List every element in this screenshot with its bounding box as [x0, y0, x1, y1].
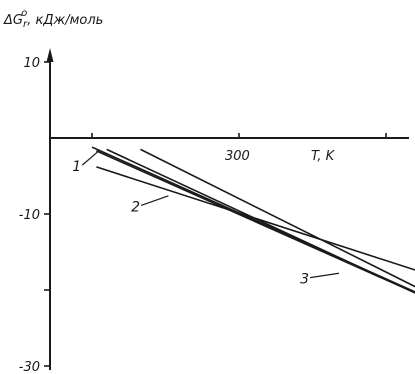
- y-axis-title: ΔGro, кДж/моль: [3, 8, 103, 30]
- y-axis-title-main: ΔG: [3, 13, 23, 28]
- y-axis-title-units: , кДж/моль: [27, 13, 103, 28]
- axes: [46, 48, 409, 370]
- series-line-1: [96, 150, 415, 294]
- y-tick-label: -30: [19, 360, 40, 374]
- x-tick-label: 300: [225, 149, 250, 164]
- y-axis-title-sup: o: [21, 8, 27, 19]
- series-label-leader-2: [140, 195, 169, 206]
- y-tick-label: -10: [19, 208, 40, 223]
- series-label-1: 1: [72, 159, 81, 175]
- series-line-2: [106, 148, 415, 294]
- series-lines: [91, 146, 415, 294]
- series-line-3: [91, 146, 415, 293]
- series-label-2: 2: [131, 199, 140, 215]
- x-axis-title: T, K: [311, 149, 336, 164]
- y-tick-label: 10: [23, 56, 40, 71]
- series-line-4: [140, 148, 415, 288]
- series-labels: 12345: [72, 151, 340, 288]
- y-axis-ticks: 10 -10 -30: [19, 56, 50, 374]
- series-label-leader-3: [310, 272, 340, 279]
- series-label-3: 3: [300, 272, 309, 288]
- series-label-leader-1: [81, 151, 99, 166]
- x-axis-ticks: 300500: [91, 133, 387, 164]
- y-axis-title-sub: r: [23, 19, 28, 30]
- y-axis-arrowhead: [46, 48, 54, 62]
- series-line-5: [96, 166, 415, 271]
